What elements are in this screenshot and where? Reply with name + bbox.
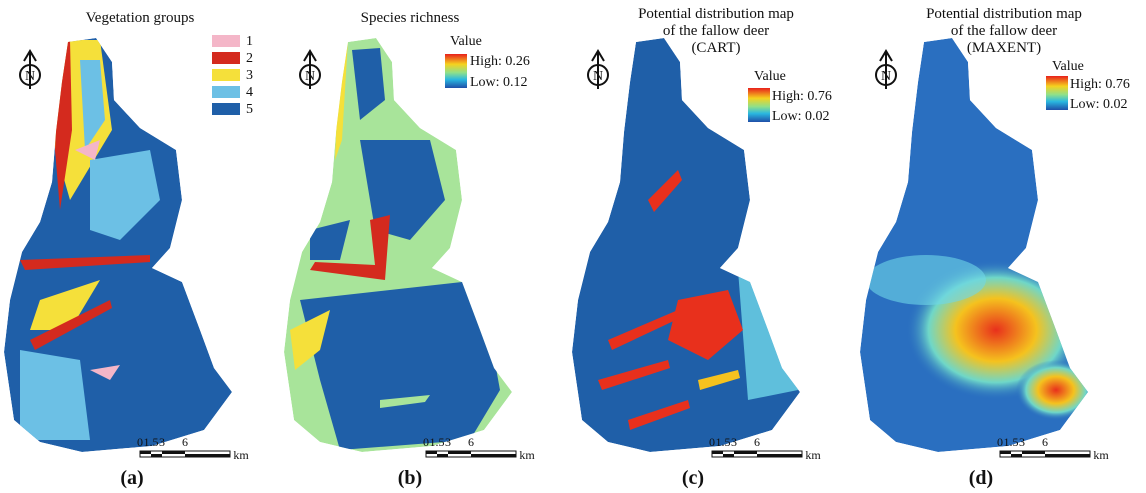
legend-item: 5	[246, 102, 253, 117]
panel-d: Potential distribution map of the fallow…	[860, 6, 1130, 489]
scale-label: 0	[709, 435, 715, 449]
panel-c: Potential distribution map of the fallow…	[572, 6, 832, 489]
panel-label: (a)	[120, 467, 143, 489]
scale-label: 0	[423, 435, 429, 449]
scale-label: 1.5	[430, 435, 445, 449]
panel-label: (c)	[682, 467, 704, 489]
title: Vegetation groups	[86, 10, 195, 26]
legend-low: Low: 0.02	[1070, 97, 1128, 112]
legend-heading: Value	[450, 34, 482, 49]
scale-label: 3	[1019, 435, 1025, 449]
legend-item: 4	[246, 85, 253, 100]
scale-label: 3	[445, 435, 451, 449]
scale-label: 1.5	[144, 435, 159, 449]
legend-heading: Value	[754, 69, 786, 84]
scale-label: km	[1093, 448, 1109, 462]
title: (CART)	[691, 40, 740, 56]
scale-label: km	[805, 448, 821, 462]
map	[284, 38, 512, 452]
legend-low: Low: 0.02	[772, 109, 830, 124]
scale-label: 1.5	[1004, 435, 1019, 449]
scale-label: 6	[1042, 435, 1048, 449]
title: Species richness	[361, 10, 460, 26]
scale-label: 1.5	[716, 435, 731, 449]
legend-high: High: 0.76	[772, 89, 832, 104]
scale-label: 3	[731, 435, 737, 449]
scale-label: km	[519, 448, 535, 462]
legend-low: Low: 0.12	[470, 75, 528, 90]
legend-item: 2	[246, 51, 253, 66]
scale-label: 0	[137, 435, 143, 449]
north-label: N	[25, 69, 35, 84]
panel-label: (d)	[969, 467, 993, 489]
legend-heading: Value	[1052, 59, 1084, 74]
title: of the fallow deer	[951, 23, 1057, 39]
panel-b: Species richness N Value High: 0.26 Low:…	[284, 10, 535, 489]
panel-a: Vegetation groups N 1 2 3 4 5 0 1.5 3 6 …	[4, 10, 253, 489]
scale-label: 3	[159, 435, 165, 449]
title: Potential distribution map	[926, 6, 1082, 22]
map	[4, 38, 232, 452]
scale-label: 6	[182, 435, 188, 449]
scale-label: 6	[754, 435, 760, 449]
title: Potential distribution map	[638, 6, 794, 22]
legend-high: High: 0.76	[1070, 77, 1130, 92]
north-label: N	[305, 69, 315, 84]
scale-label: km	[233, 448, 249, 462]
scale-label: 0	[997, 435, 1003, 449]
north-label: N	[881, 69, 891, 84]
north-label: N	[593, 69, 603, 84]
page: {"panels": [ {"title": ["Vegetation grou…	[0, 0, 1146, 493]
legend-high: High: 0.26	[470, 54, 530, 69]
title: of the fallow deer	[663, 23, 769, 39]
scale-label: 6	[468, 435, 474, 449]
panel-label: (b)	[398, 467, 422, 489]
figure: Vegetation groups N 1 2 3 4 5 0 1.5 3 6 …	[0, 0, 1146, 493]
legend-item: 1	[246, 34, 253, 49]
title: (MAXENT)	[967, 40, 1041, 56]
legend-item: 3	[246, 68, 253, 83]
